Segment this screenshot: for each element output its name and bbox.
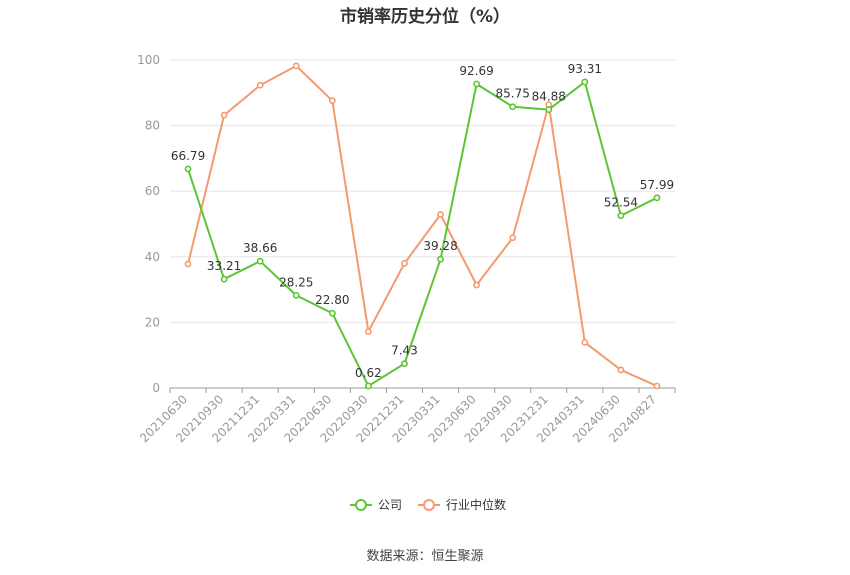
company-data-point [292,291,300,299]
company-data-label: 57.99 [640,178,674,192]
company-data-label: 84.88 [532,90,566,104]
company-data-point [617,212,625,220]
company-data-label: 28.25 [279,275,313,289]
company-data-label: 66.79 [171,149,205,163]
industry-median-data-point [401,259,408,267]
legend-label: 行业中位数 [446,497,506,512]
company-series-line [187,80,658,387]
industry-median-data-point [473,281,481,289]
company-data-label: 33.21 [207,259,241,273]
y-tick-label: 80 [145,119,160,133]
industry-median-data-point [256,81,264,89]
company-data-point [473,80,481,88]
company-data-label: 38.66 [243,241,277,255]
company-data-point [437,255,444,263]
industry-median-data-point [653,382,661,390]
company-data-point [328,309,336,317]
industry-median-data-point [509,234,517,242]
company-data-point [220,275,228,283]
company-data-point [184,165,192,173]
chart-title: 市销率历史分位（%） [339,7,511,27]
company-data-label: 93.31 [568,62,602,76]
company-data-point [545,106,553,113]
legend-item-company[interactable]: 公司 [350,498,402,512]
legend[interactable]: 公司 行业中位数 [350,497,506,512]
legend-marker-icon [423,499,435,511]
industry-median-data-point [184,260,192,268]
company-data-point [653,194,661,202]
legend-label: 公司 [378,498,402,512]
company-data-label: 92.69 [459,64,493,78]
y-tick-label: 0 [152,381,160,395]
company-data-label: 0.62 [355,366,382,380]
company-data-label: 7.43 [391,344,418,358]
company-data-point [401,360,408,368]
company-data-label: 39.28 [423,239,457,253]
grid-layer [170,59,675,323]
company-data-label: 85.75 [495,87,529,101]
y-tick-label: 40 [145,250,160,264]
y-tick-label: 100 [137,53,160,67]
legend-item-industry-median[interactable]: 行业中位数 [418,497,506,512]
industry-median-data-point [581,339,589,346]
company-data-point [364,382,372,390]
industry-median-data-point [220,111,228,119]
series-layer [184,62,661,390]
axis-layer: 0204060801002021063020210930202112312022… [137,53,676,445]
industry-median-data-point [437,211,444,218]
industry-median-data-point [292,62,300,70]
company-data-point [581,78,589,86]
source-note: 数据来源：恒生聚源 [366,549,484,564]
industry-median-data-point [617,366,625,374]
company-data-point [509,103,517,111]
legend-marker-icon [355,499,367,511]
industry-median-series-line [187,64,658,387]
industry-median-data-point [364,328,372,335]
company-data-label: 52.54 [604,196,638,210]
company-data-point [256,257,264,265]
y-tick-label: 60 [145,184,160,198]
industry-median-data-point [328,97,336,105]
company-data-label: 22.80 [315,293,349,307]
y-tick-label: 20 [145,315,160,329]
